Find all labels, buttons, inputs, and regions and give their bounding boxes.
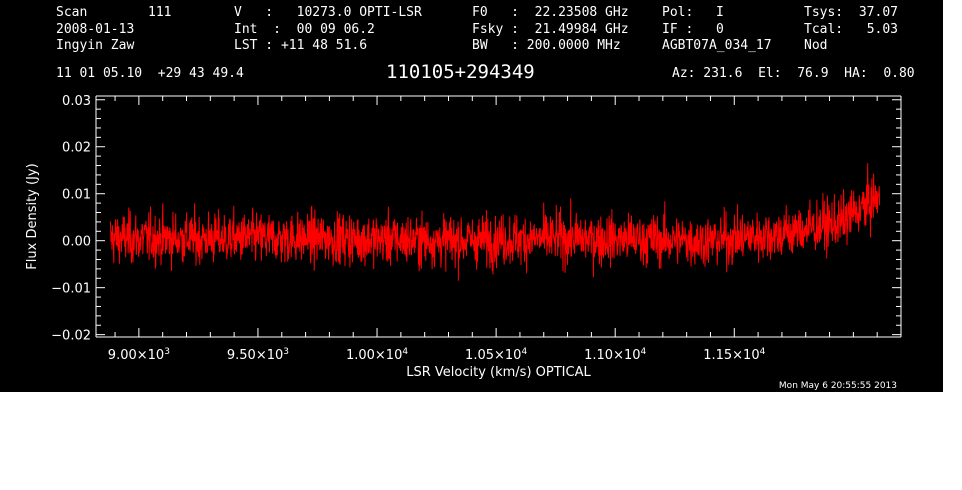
spectrum-series: [109, 163, 881, 281]
tsys-value: 37.07: [858, 5, 898, 20]
observer-name: Ingyin Zaw: [56, 38, 135, 53]
y-tick-label: 0.02: [62, 141, 91, 156]
source-name: 110105+294349: [386, 61, 535, 83]
x-tick-label: 9.00×103: [108, 347, 170, 363]
obs-date: 2008-01-13: [56, 22, 135, 37]
y-tick-label: −0.02: [51, 329, 91, 344]
rest-frequency-line: F0 : 22.23508 GHz: [472, 5, 629, 20]
sky-frequency-line: Fsky : 21.49984 GHz: [472, 22, 629, 37]
plot-timestamp: Mon May 6 20:55:55 2013: [779, 381, 897, 391]
pol-label: Pol:: [662, 5, 694, 20]
x-axis-label: LSR Velocity (km/s) OPTICAL: [406, 365, 591, 380]
project-id: AGBT07A_034_17: [662, 38, 772, 53]
observing-mode: Nod: [804, 38, 828, 53]
tsys-label: Tsys:: [804, 5, 844, 20]
tcal-value: 5.03: [866, 22, 898, 37]
x-tick-label: 9.50×103: [227, 347, 289, 363]
y-tick-label: 0.03: [62, 94, 91, 109]
scan-value: 111: [148, 5, 172, 20]
spectrum-line: [109, 163, 881, 281]
pol-value: I: [716, 5, 724, 20]
source-coordinates: 11 01 05.10 +29 43 49.4: [56, 66, 244, 81]
integration-line: Int : 00 09 06.2: [234, 22, 375, 37]
x-tick-label: 1.15×104: [703, 347, 765, 363]
spectrum-plot: 9.00×103 9.50×103 1.00×104 1.05×104 1.10×104…: [25, 94, 902, 391]
axis-ticks: 9.00×103 9.50×103 1.00×104 1.05×104 1.10×104…: [51, 94, 902, 363]
y-tick-label: 0.01: [62, 188, 91, 203]
bandwidth-line: BW : 200.0000 MHz: [472, 38, 621, 53]
scan-label: Scan: [56, 5, 88, 20]
lst-line: LST : +11 48 51.6: [234, 38, 368, 53]
spectrum-panel: Scan 111 2008-01-13 Ingyin Zaw V : 10273…: [0, 0, 943, 392]
tcal-label: Tcal:: [804, 22, 844, 37]
if-label: IF :: [662, 22, 694, 37]
y-axis-label: Flux Density (Jy): [25, 163, 40, 269]
y-tick-label: 0.00: [62, 235, 91, 250]
az-el-ha-line: Az: 231.6 El: 76.9 HA: 0.80: [672, 66, 915, 81]
if-value: 0: [716, 22, 724, 37]
x-tick-label: 1.00×104: [346, 347, 408, 363]
velocity-line: V : 10273.0 OPTI-LSR: [234, 5, 422, 20]
x-tick-label: 1.05×104: [465, 347, 527, 363]
x-tick-label: 1.10×104: [584, 347, 646, 363]
y-tick-label: −0.01: [51, 282, 91, 297]
